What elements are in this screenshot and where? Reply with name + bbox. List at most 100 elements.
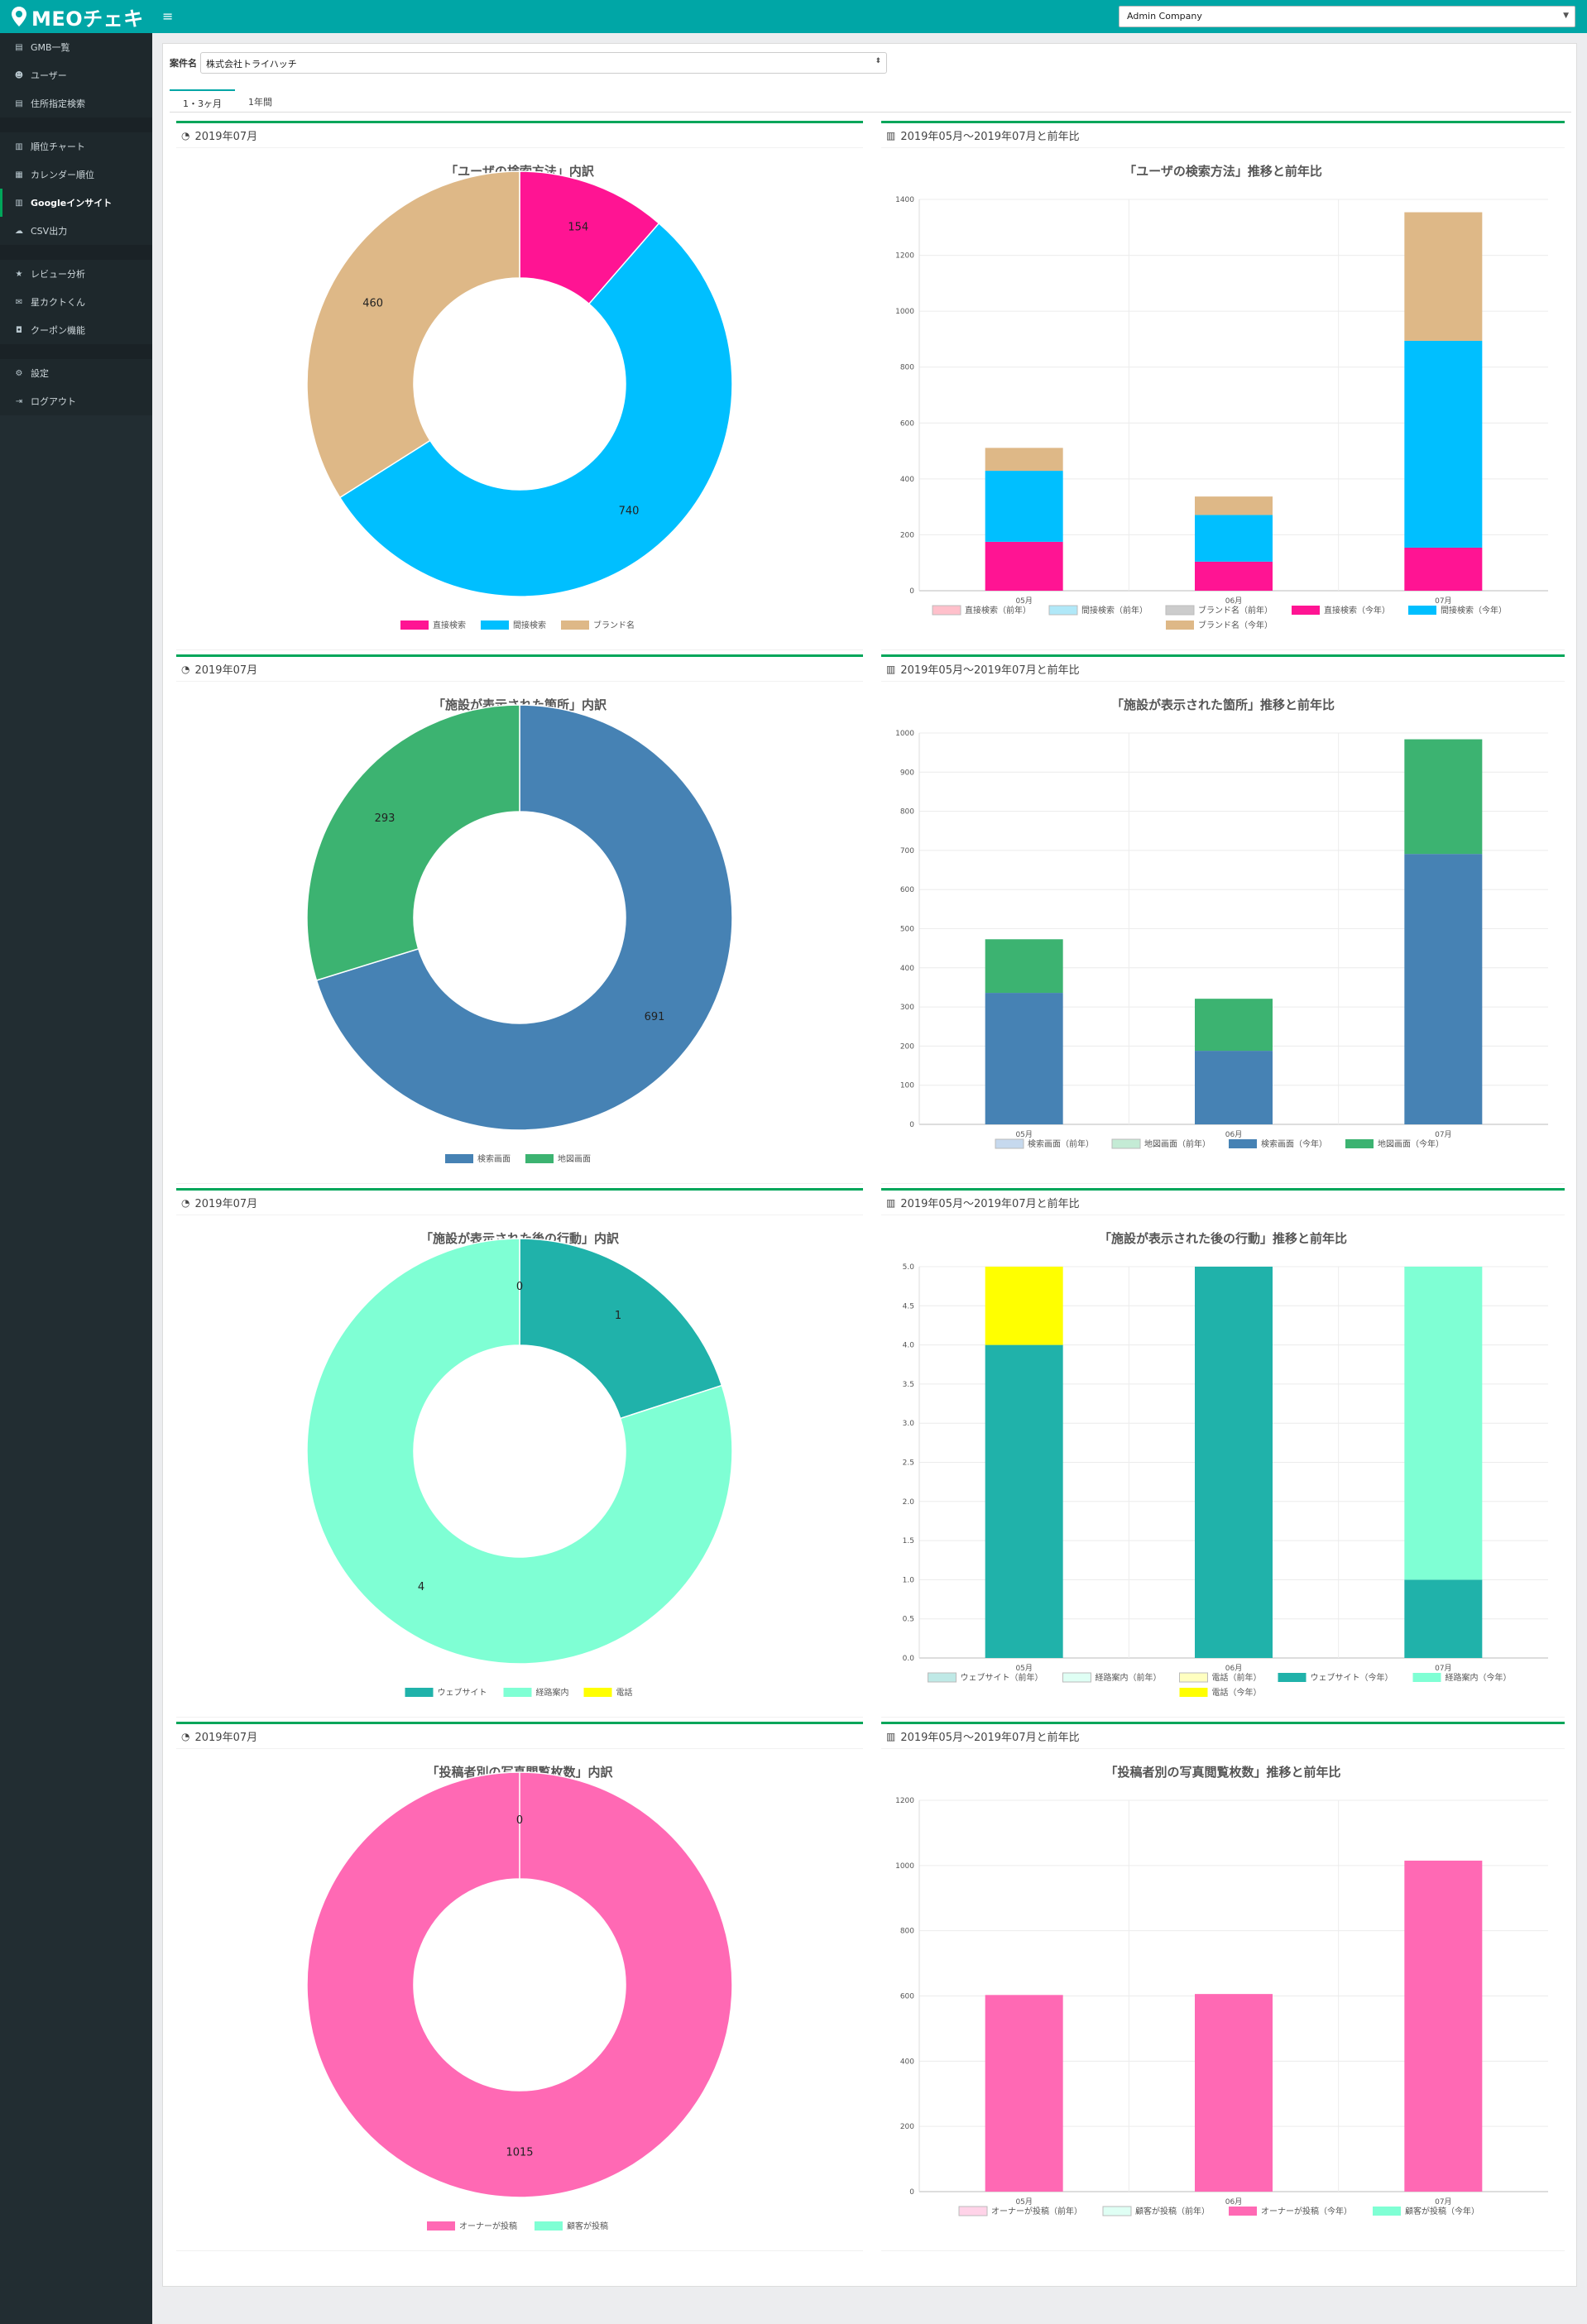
legend-label[interactable]: 直接検索 [433,620,466,630]
bar-segment[interactable] [1195,1267,1273,1658]
legend-swatch[interactable] [503,1688,532,1697]
legend-swatch[interactable] [1408,606,1436,615]
legend-label[interactable]: 間接検索（前年） [1081,605,1148,616]
bar-segment[interactable] [985,1995,1063,2192]
legend-label[interactable]: 経路案内（前年） [1096,1672,1162,1683]
bar-segment[interactable] [985,993,1063,1124]
bar-segment[interactable] [985,471,1063,542]
legend-label[interactable]: オーナーが投稿（今年） [1261,2206,1352,2216]
legend-swatch[interactable] [525,1154,554,1163]
company-select[interactable]: Admin Company ▼ [1119,6,1575,27]
legend-swatch[interactable] [1345,1139,1374,1148]
bar-segment[interactable] [1404,547,1483,591]
legend-swatch[interactable] [1278,1673,1307,1682]
legend-label[interactable]: 地図画面 [558,1153,591,1164]
sidebar-item[interactable]: ☻ ユーザー [0,61,152,89]
legend-swatch[interactable] [1179,1672,1208,1683]
legend-label[interactable]: ウェブサイト（前年） [961,1672,1043,1683]
legend-label[interactable]: ブランド名 [593,620,635,630]
legend-label[interactable]: ブランド名（前年） [1198,605,1273,616]
bar-segment[interactable] [1404,854,1483,1124]
legend-label[interactable]: 検索画面 [477,1153,511,1164]
legend-label[interactable]: オーナーが投稿 [459,2221,517,2231]
legend-swatch[interactable] [445,1154,473,1163]
pie-slice[interactable] [519,1238,723,1420]
legend-label[interactable]: 検索画面（前年） [1028,1138,1094,1149]
bar-segment[interactable] [1195,999,1273,1052]
sidebar-item[interactable]: ⚙ 設定 [0,359,152,387]
sidebar-item[interactable]: ⇥ ログアウト [0,387,152,415]
legend-swatch[interactable] [932,605,961,616]
sidebar-item[interactable]: ★ レビュー分析 [0,260,152,288]
sidebar-item[interactable]: ▥ Googleインサイト [0,189,152,217]
sidebar-item[interactable]: ▦ カレンダー順位 [0,161,152,189]
legend-label[interactable]: 地図画面（前年） [1144,1138,1211,1149]
legend-swatch[interactable] [405,1688,434,1697]
bar-segment[interactable] [985,1267,1063,1345]
bar-segment[interactable] [1195,1051,1273,1124]
legend-label[interactable]: オーナーが投稿（前年） [991,2206,1082,2216]
legend-label[interactable]: 顧客が投稿（今年） [1405,2206,1479,2216]
legend-swatch[interactable] [561,621,589,630]
legend-label[interactable]: ブランド名（今年） [1198,620,1273,630]
legend-label[interactable]: 電話（前年） [1212,1672,1262,1683]
legend-label[interactable]: 間接検索 [513,620,546,630]
legend-label[interactable]: ウェブサイト（今年） [1311,1672,1393,1683]
pie-slice[interactable] [306,1238,733,1665]
legend-swatch[interactable] [1412,1673,1441,1682]
legend-label[interactable]: 顧客が投稿（前年） [1135,2206,1210,2216]
legend-swatch[interactable] [583,1688,612,1697]
pie-slice[interactable] [338,222,733,597]
tab-3months[interactable]: 1・3ヶ月 [170,89,235,112]
legend-swatch[interactable] [1166,621,1194,630]
bar-segment[interactable] [1404,1579,1483,1658]
sidebar-item[interactable]: ◘ クーポン機能 [0,316,152,344]
pie-slice[interactable] [306,704,520,981]
legend-swatch[interactable] [1165,605,1195,616]
bar-segment[interactable] [985,1344,1063,1658]
brand-logo[interactable]: MEOチェキ [0,0,152,33]
legend-label[interactable]: 直接検索（前年） [965,605,1031,616]
legend-label[interactable]: 電話（今年） [1212,1687,1262,1698]
sidebar-item[interactable]: ▤ 住所指定検索 [0,89,152,117]
legend-swatch[interactable] [1229,1139,1257,1148]
legend-swatch[interactable] [1062,1672,1091,1683]
bar-segment[interactable] [1404,739,1483,855]
tab-1year[interactable]: 1年間 [248,97,272,108]
legend-label[interactable]: 検索画面（今年） [1261,1138,1327,1149]
legend-swatch[interactable] [1292,606,1320,615]
legend-swatch[interactable] [400,621,429,630]
legend-label[interactable]: 経路案内 [536,1687,569,1698]
case-select[interactable]: 株式会社トライハッチ ⬍ [200,52,887,74]
legend-swatch[interactable] [1179,1688,1208,1697]
legend-swatch[interactable] [1048,605,1078,616]
sidebar-item[interactable]: ✉ 星カクトくん [0,288,152,316]
bar-segment[interactable] [985,448,1063,472]
bar-segment[interactable] [1404,340,1483,548]
legend-swatch[interactable] [928,1672,957,1683]
bar-segment[interactable] [1404,1267,1483,1580]
legend-label[interactable]: 間接検索（今年） [1441,605,1507,616]
bar-segment[interactable] [1195,496,1273,515]
bar-segment[interactable] [1195,1994,1273,2192]
pie-slice[interactable] [306,170,520,499]
bar-segment[interactable] [1404,1860,1483,2192]
legend-label[interactable]: 地図画面（今年） [1378,1138,1444,1149]
bar-segment[interactable] [985,939,1063,994]
legend-swatch[interactable] [427,2221,455,2231]
legend-swatch[interactable] [995,1138,1024,1149]
legend-swatch[interactable] [1373,2207,1401,2216]
legend-label[interactable]: 直接検索（今年） [1324,605,1390,616]
bar-segment[interactable] [1195,515,1273,562]
sidebar-item[interactable]: ☁ CSV出力 [0,217,152,245]
legend-swatch[interactable] [1111,1138,1141,1149]
pie-slice[interactable] [306,1771,733,2198]
menu-toggle-icon[interactable]: ≡ [162,8,174,24]
sidebar-item[interactable]: ▤ GMB一覧 [0,33,152,61]
pie-slice[interactable] [315,704,733,1131]
bar-segment[interactable] [1195,561,1273,591]
legend-label[interactable]: 経路案内（今年） [1446,1672,1512,1683]
sidebar-item[interactable]: ▥ 順位チャート [0,132,152,161]
legend-swatch[interactable] [1102,2206,1132,2216]
legend-label[interactable]: ウェブサイト [438,1687,487,1698]
